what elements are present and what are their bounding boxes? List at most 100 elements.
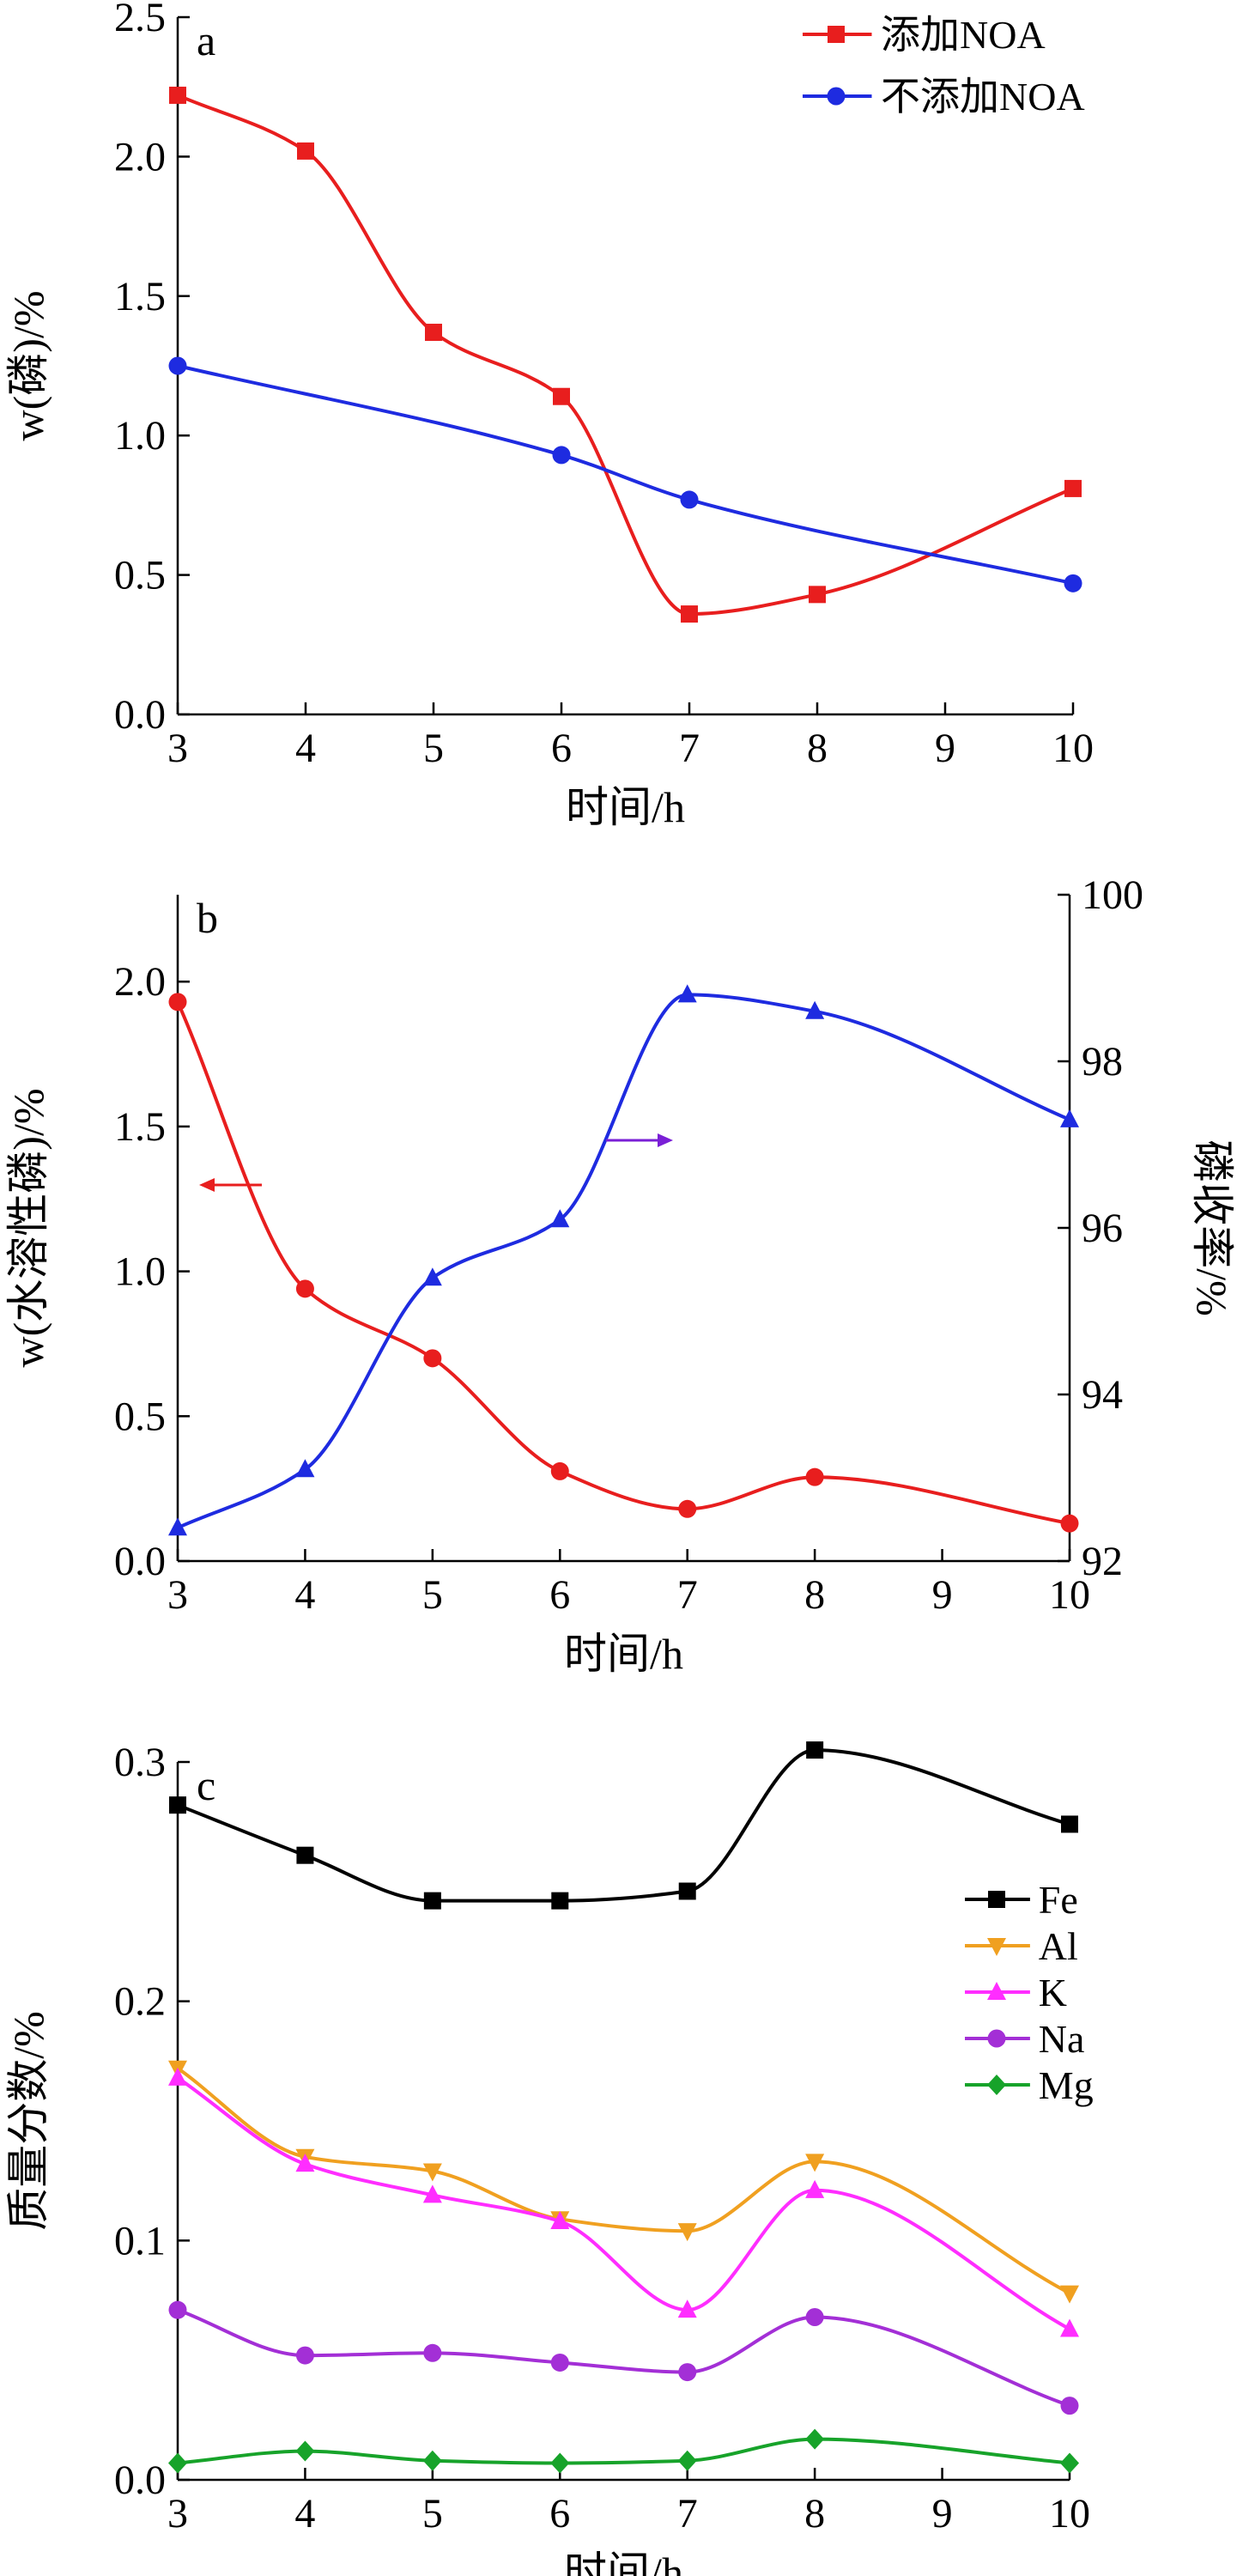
data-point (678, 2363, 697, 2382)
legend-marker (987, 1982, 1006, 2000)
x-axis-title: 时间/h (564, 1630, 683, 1678)
data-point (805, 2154, 825, 2172)
data-point (295, 1459, 315, 1478)
y-tick-label: 2.5 (114, 0, 166, 40)
y-tick-label: 1.0 (114, 413, 166, 459)
x-tick-label: 8 (804, 1572, 825, 1618)
series-line-K (176, 2076, 1070, 2331)
legend-label: 添加NOA (881, 13, 1046, 57)
data-point (168, 356, 187, 375)
y-tick-label: 0.5 (114, 553, 166, 598)
panel-label: a (197, 16, 215, 64)
data-point (1060, 2452, 1079, 2474)
y-right-tick-label: 98 (1082, 1039, 1123, 1084)
data-point (805, 1000, 825, 1019)
data-point (422, 2163, 442, 2182)
data-point (681, 605, 698, 623)
x-tick-label: 6 (551, 726, 572, 771)
series-line-left (176, 1000, 1070, 1526)
data-point (1064, 574, 1082, 592)
y-tick-label: 0.1 (114, 2218, 166, 2263)
y-tick-label: 0.5 (114, 1394, 166, 1439)
data-point (168, 2300, 187, 2319)
data-point (550, 1209, 570, 1228)
y-right-tick-label: 94 (1082, 1372, 1123, 1418)
legend-marker (987, 1938, 1006, 1956)
data-point (1060, 1514, 1079, 1533)
x-axis-title: 时间/h (566, 783, 685, 831)
x-tick-label: 5 (422, 2491, 443, 2537)
data-point (680, 490, 699, 509)
y-axis-title: w(水溶性磷)/% (4, 1089, 52, 1368)
chart-panel-c: 3 4 5 6 7 8 9 10 0.0 0.1 0.2 0.3 时间/h 质量分数/% c FeAlKNaM… (4, 1740, 1094, 2576)
y-tick-label: 1.0 (114, 1249, 166, 1295)
data-point (297, 142, 314, 160)
legend-marker (827, 87, 846, 106)
data-point (1060, 2318, 1079, 2337)
x-tick-label: 8 (804, 2491, 825, 2537)
data-point (805, 1467, 824, 1486)
data-point (677, 984, 697, 1003)
data-point (553, 387, 570, 405)
y-tick-label: 2.0 (114, 959, 166, 1005)
x-tick-label: 4 (294, 1572, 315, 1618)
x-tick-label: 10 (1049, 2491, 1090, 2537)
data-point (678, 1499, 697, 1518)
series-line-Al (176, 2067, 1070, 2295)
y-tick-label: 2.0 (114, 134, 166, 179)
x-tick-label: 7 (677, 1572, 698, 1618)
data-point (295, 2440, 315, 2462)
x-tick-label: 9 (935, 726, 955, 771)
x-tick-label: 5 (423, 726, 444, 771)
x-tick-label: 7 (677, 2491, 698, 2537)
data-point (805, 2308, 824, 2327)
x-tick-label: 5 (422, 1572, 443, 1618)
data-point (1061, 1815, 1078, 1833)
y-tick-label: 0.0 (114, 1539, 166, 1584)
data-point (1060, 2397, 1079, 2415)
data-point (552, 446, 571, 465)
y-axis-title: w(磷)/% (4, 291, 52, 441)
y-tick-label: 1.5 (114, 274, 166, 319)
legend-label: Na (1039, 2017, 1085, 2061)
x-tick-label: 8 (807, 726, 828, 771)
y-tick-label: 0.2 (114, 1979, 166, 2025)
data-point (423, 1349, 442, 1368)
data-point (423, 1892, 441, 1910)
y-right-tick-label: 96 (1082, 1206, 1123, 1251)
series-line-right (177, 993, 1070, 1530)
panel-label: c (197, 1761, 215, 1809)
data-point (296, 1846, 314, 1864)
x-tick-label: 9 (932, 1572, 953, 1618)
data-point (295, 1279, 314, 1298)
data-point (677, 2223, 697, 2242)
data-point (422, 2450, 442, 2471)
data-point (168, 993, 187, 1012)
data-point (1060, 2285, 1079, 2304)
data-point (169, 86, 186, 104)
data-point (550, 2211, 570, 2230)
data-point (1064, 479, 1082, 497)
y-right-tick-label: 92 (1082, 1539, 1123, 1584)
chart-panel-b: 3 4 5 6 7 8 9 10 0.0 0.5 1.0 1.5 2.0 92 94 96 98 100 时间/h w… (4, 872, 1236, 1678)
y-axis-title: 质量分数/% (4, 2011, 52, 2231)
data-point (551, 1892, 569, 1910)
x-tick-label: 4 (294, 2491, 315, 2537)
x-tick-label: 6 (549, 1572, 570, 1618)
data-point (169, 1796, 186, 1814)
data-point (809, 586, 826, 604)
data-point (550, 2353, 569, 2372)
x-axis-title: 时间/h (564, 2549, 683, 2576)
x-tick-label: 10 (1052, 726, 1094, 771)
data-point (425, 324, 442, 342)
y-axis-right-title: 磷收率/% (1188, 1139, 1236, 1316)
data-point (550, 2452, 570, 2474)
x-tick-label: 4 (295, 726, 316, 771)
data-point (550, 1461, 569, 1480)
data-point (295, 2154, 315, 2172)
right-axis-arrowhead (658, 1133, 673, 1147)
data-point (805, 2179, 825, 2198)
data-point (168, 2067, 187, 2086)
data-point (1060, 1109, 1079, 1127)
left-axis-arrowhead (199, 1178, 215, 1192)
